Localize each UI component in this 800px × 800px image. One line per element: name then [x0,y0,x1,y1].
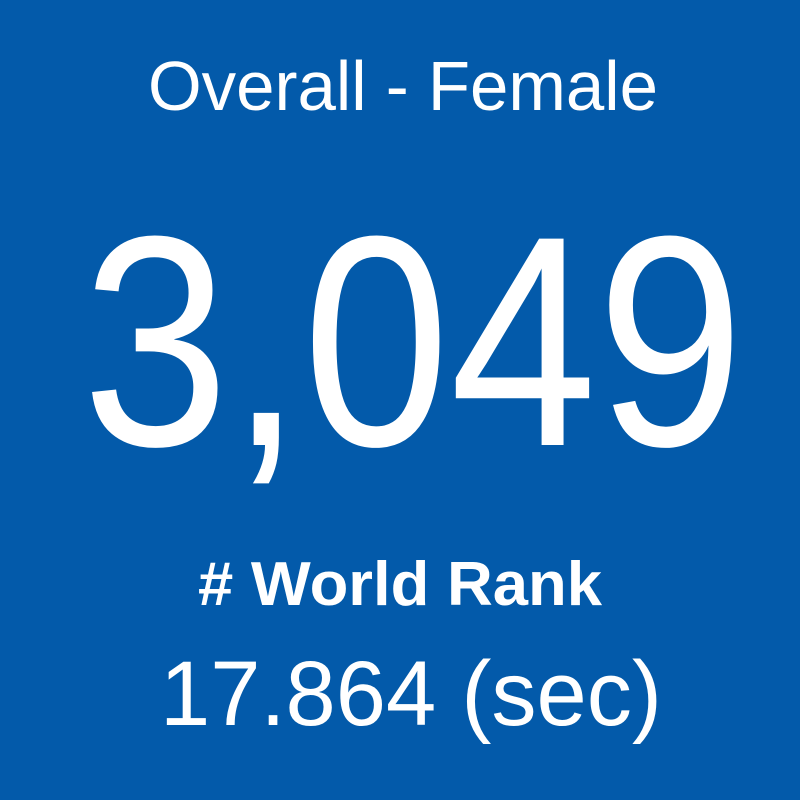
time-value: 17.864 (sec) [160,643,662,745]
rank-value: 3,049 [82,173,744,509]
tile-title: Overall - Female [148,47,658,125]
rank-label: # World Rank [198,550,603,619]
